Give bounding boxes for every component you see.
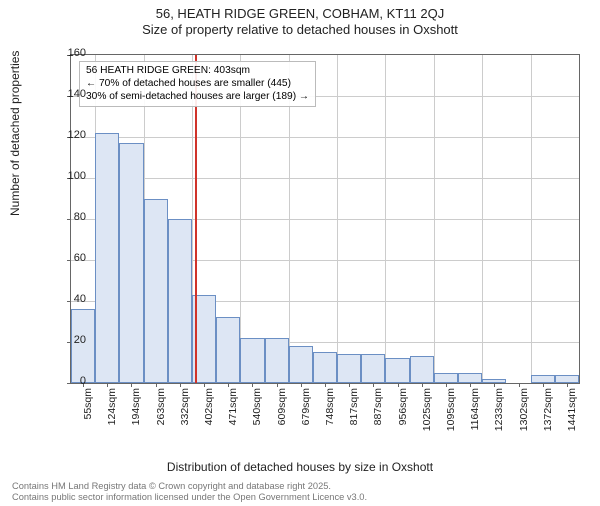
x-tick-mark (131, 383, 132, 387)
x-tick-label: 956sqm (397, 388, 409, 438)
gridline-h (71, 178, 579, 179)
histogram-bar (434, 373, 458, 383)
chart-title-line2: Size of property relative to detached ho… (0, 22, 600, 37)
histogram-bar (458, 373, 482, 383)
x-tick-label: 263sqm (155, 388, 167, 438)
histogram-bar (313, 352, 337, 383)
x-tick-mark (252, 383, 253, 387)
footer-line1: Contains HM Land Registry data © Crown c… (12, 481, 367, 493)
x-tick-label: 1441sqm (566, 388, 578, 438)
histogram-bar (216, 317, 240, 383)
annotation-line3: 30% of semi-detached houses are larger (… (86, 91, 309, 104)
x-tick-label: 609sqm (276, 388, 288, 438)
histogram-bar (555, 375, 579, 383)
gridline-v (531, 55, 532, 383)
gridline-v (385, 55, 386, 383)
x-tick-label: 124sqm (106, 388, 118, 438)
gridline-v (434, 55, 435, 383)
histogram-bar (361, 354, 385, 383)
attribution-footer: Contains HM Land Registry data © Crown c… (12, 481, 367, 504)
chart-title-line1: 56, HEATH RIDGE GREEN, COBHAM, KT11 2QJ (0, 6, 600, 21)
x-tick-mark (180, 383, 181, 387)
x-tick-label: 1302sqm (518, 388, 530, 438)
x-tick-label: 1372sqm (542, 388, 554, 438)
y-tick-label: 160 (46, 47, 86, 59)
x-tick-label: 748sqm (324, 388, 336, 438)
x-tick-label: 1095sqm (445, 388, 457, 438)
y-tick-label: 60 (46, 252, 86, 264)
x-tick-mark (446, 383, 447, 387)
x-tick-label: 679sqm (300, 388, 312, 438)
annotation-line2: ← 70% of detached houses are smaller (44… (86, 78, 309, 91)
x-tick-mark (301, 383, 302, 387)
x-tick-label: 471sqm (227, 388, 239, 438)
x-tick-label: 1025sqm (421, 388, 433, 438)
x-tick-mark (422, 383, 423, 387)
gridline-v (482, 55, 483, 383)
x-tick-mark (567, 383, 568, 387)
x-axis-label: Distribution of detached houses by size … (0, 460, 600, 474)
histogram-bar (410, 356, 434, 383)
x-tick-mark (156, 383, 157, 387)
y-axis-label: Number of detached properties (8, 51, 22, 216)
annotation-box: 56 HEATH RIDGE GREEN: 403sqm← 70% of det… (79, 61, 316, 107)
y-tick-label: 120 (46, 129, 86, 141)
x-tick-mark (277, 383, 278, 387)
x-tick-label: 402sqm (203, 388, 215, 438)
x-tick-label: 887sqm (372, 388, 384, 438)
x-tick-mark (398, 383, 399, 387)
annotation-line1: 56 HEATH RIDGE GREEN: 403sqm (86, 65, 309, 78)
x-tick-mark (107, 383, 108, 387)
histogram-bar (531, 375, 555, 383)
histogram-bar (289, 346, 313, 383)
x-tick-mark (373, 383, 374, 387)
histogram-bar (337, 354, 361, 383)
x-tick-mark (470, 383, 471, 387)
x-tick-label: 55sqm (82, 388, 94, 438)
y-tick-label: 0 (46, 375, 86, 387)
y-tick-label: 80 (46, 211, 86, 223)
histogram-bar (385, 358, 409, 383)
x-tick-label: 1233sqm (493, 388, 505, 438)
histogram-bar (119, 143, 143, 383)
x-tick-label: 817sqm (348, 388, 360, 438)
x-tick-mark (204, 383, 205, 387)
x-tick-mark (349, 383, 350, 387)
chart-plot-area: 56 HEATH RIDGE GREEN: 403sqm← 70% of det… (70, 54, 580, 384)
x-tick-label: 194sqm (130, 388, 142, 438)
x-tick-mark (543, 383, 544, 387)
y-tick-label: 140 (46, 88, 86, 100)
y-tick-label: 40 (46, 293, 86, 305)
x-tick-label: 1164sqm (469, 388, 481, 438)
x-tick-mark (325, 383, 326, 387)
x-tick-mark (494, 383, 495, 387)
x-tick-label: 332sqm (179, 388, 191, 438)
histogram-bar (71, 309, 95, 383)
histogram-bar (240, 338, 264, 383)
histogram-bar (95, 133, 119, 383)
x-tick-label: 540sqm (251, 388, 263, 438)
histogram-bar (144, 199, 168, 384)
gridline-h (71, 137, 579, 138)
x-tick-mark (228, 383, 229, 387)
x-tick-mark (519, 383, 520, 387)
footer-line2: Contains public sector information licen… (12, 492, 367, 504)
gridline-v (337, 55, 338, 383)
histogram-bar (168, 219, 192, 383)
y-tick-label: 100 (46, 170, 86, 182)
y-tick-label: 20 (46, 334, 86, 346)
histogram-bar (265, 338, 289, 383)
